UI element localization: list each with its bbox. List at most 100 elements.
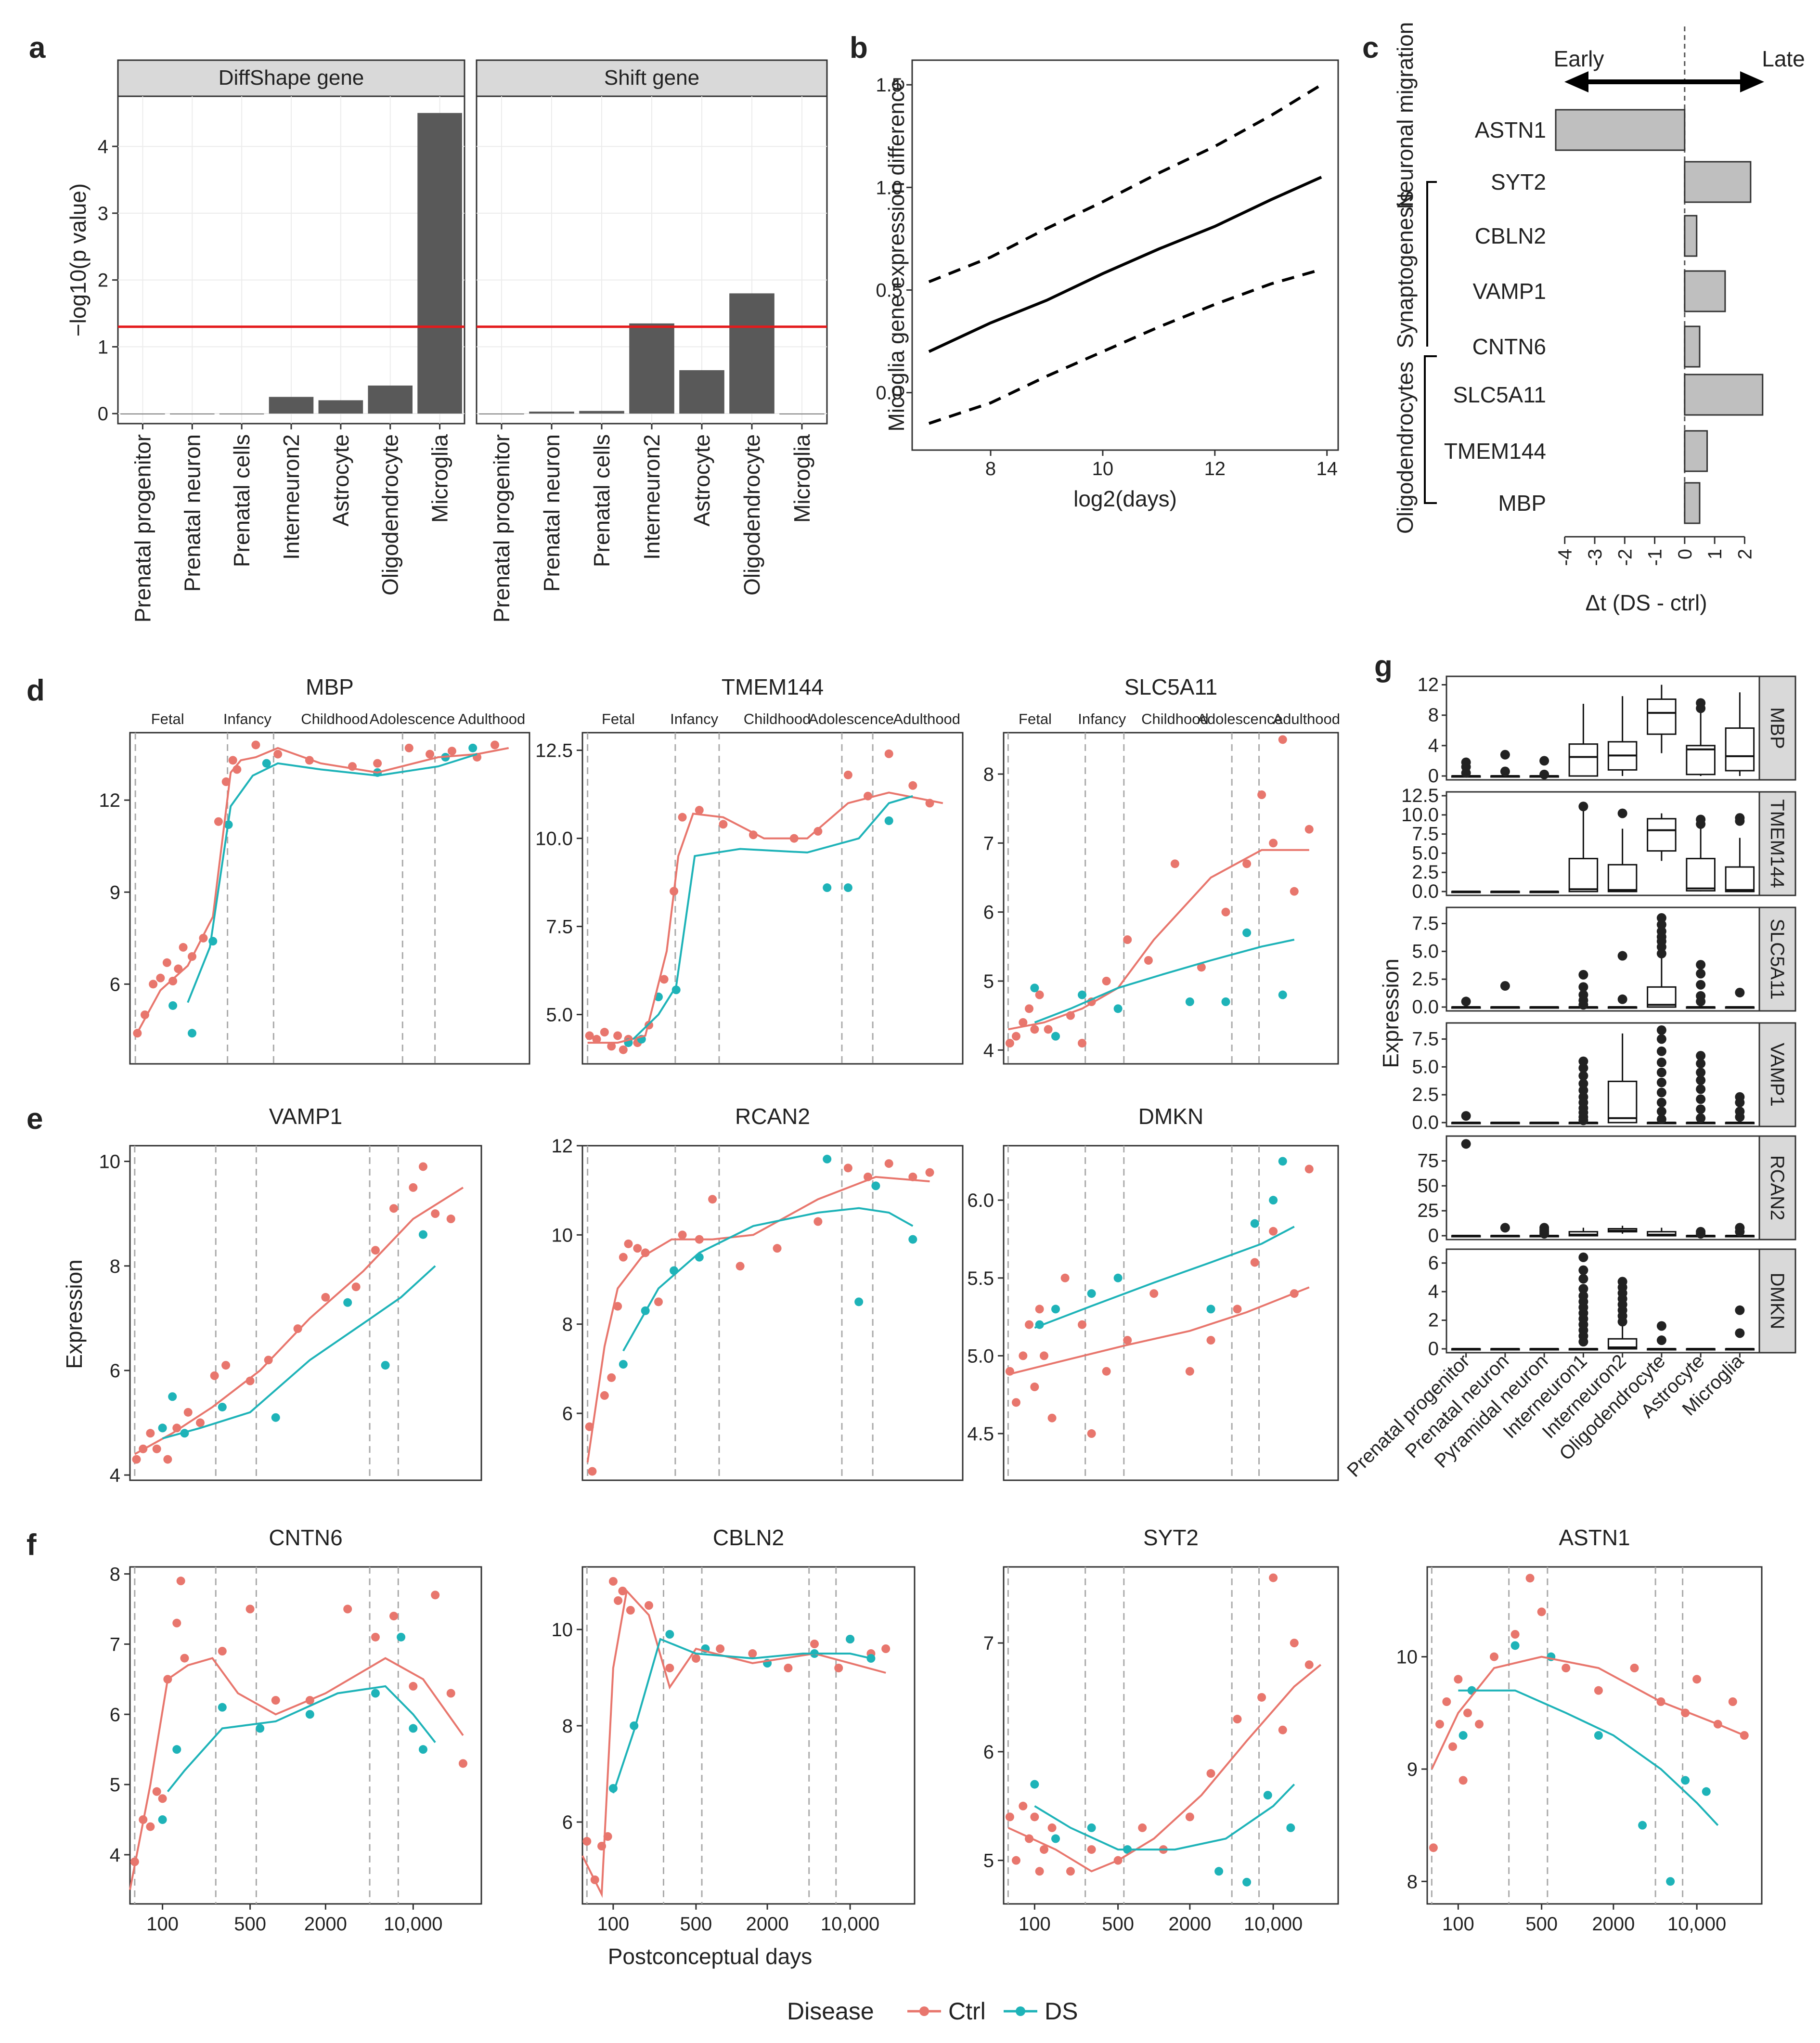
ctrl-point	[1019, 1018, 1028, 1027]
ctrl-point	[1066, 1867, 1075, 1876]
outlier	[1735, 987, 1745, 997]
y-tick-label: 5.0	[1412, 941, 1439, 962]
outlier	[1656, 926, 1666, 936]
ctrl-point	[1149, 1289, 1159, 1298]
ctrl-point	[613, 1031, 622, 1040]
stage-label: Infancy	[670, 711, 718, 727]
y-axis-label: Micoglia gene expression difference	[884, 78, 909, 431]
plot-panel	[581, 1145, 964, 1481]
ctrl-point	[773, 1244, 782, 1253]
outlier	[1539, 1223, 1549, 1233]
x-tick-label: 2000	[746, 1914, 789, 1935]
box	[1725, 727, 1755, 772]
ctrl-point	[1102, 1367, 1111, 1376]
ctrl-fit-line	[1008, 849, 1309, 1031]
ctrl-point	[293, 1324, 302, 1333]
y-tick-label: 4	[110, 1465, 120, 1486]
ctrl-point	[1030, 1383, 1039, 1392]
ctrl-point	[404, 743, 413, 752]
outlier	[1617, 808, 1627, 818]
ci-line	[928, 268, 1322, 425]
box	[1647, 698, 1677, 735]
y-tick-label: 8	[562, 1716, 573, 1737]
y-tick-label: 10	[99, 1151, 121, 1173]
ctrl-point	[1102, 977, 1111, 985]
outlier	[1735, 1092, 1745, 1102]
y-tick-label: 0	[1428, 1338, 1439, 1359]
group-label: Oligodendrocytes	[1393, 362, 1418, 534]
ds-point	[397, 1632, 406, 1642]
outlier	[1656, 1067, 1666, 1077]
ctrl-point	[1060, 1273, 1070, 1282]
ds-point	[665, 1630, 674, 1639]
y-tick-label: 7.5	[546, 917, 573, 938]
y-tick-label: 10	[1396, 1647, 1418, 1668]
ctrl-fit-line	[1007, 1286, 1310, 1376]
group-label: Synaptogenesis	[1393, 191, 1418, 348]
outlier	[1539, 769, 1549, 779]
gene-title: MBP	[306, 674, 354, 699]
outlier	[1656, 913, 1666, 923]
x-tick-label: 8	[985, 458, 996, 479]
ctrl-point	[665, 1664, 674, 1672]
ctrl-point	[633, 1244, 642, 1253]
ds-fit-line	[1458, 1689, 1719, 1826]
x-tick-label: 500	[1102, 1914, 1134, 1935]
y-tick-label: 0.0	[1412, 1112, 1439, 1133]
ctrl-point	[1035, 1305, 1044, 1314]
facet-rcan2: RCAN2 0 25 50 75	[1418, 1135, 1796, 1246]
gene-label: TMEM144	[1444, 439, 1546, 464]
ctrl-point	[490, 740, 500, 750]
x-tick-label: 2000	[304, 1914, 347, 1935]
facet-shift: Shift gene Prenatal progenitor Prenatal ne…	[476, 59, 828, 622]
y-tick-label: 6	[110, 1704, 120, 1725]
ds-fit-line	[187, 753, 478, 1003]
ctrl-point	[146, 1822, 155, 1831]
facet-strip	[1758, 1248, 1796, 1354]
ctrl-point	[678, 813, 687, 822]
ctrl-fit-line	[587, 791, 943, 1044]
gene-label: MBP	[1498, 491, 1546, 516]
ctrl-point	[141, 1010, 150, 1020]
ctrl-point	[343, 1604, 352, 1614]
ctrl-point	[1525, 1574, 1535, 1583]
panel-label: g	[1374, 650, 1393, 683]
ctrl-point	[1039, 1845, 1048, 1854]
panel-label: f	[26, 1528, 37, 1562]
ds-point	[1030, 1780, 1039, 1789]
ctrl-point	[1692, 1675, 1702, 1684]
ctrl-point	[1087, 1845, 1096, 1854]
ctrl-point	[1290, 887, 1299, 896]
y-tick-label: 4	[983, 1040, 994, 1061]
x-tick-label: Microglia	[789, 434, 814, 523]
box	[1686, 858, 1716, 892]
legend-title: Disease	[787, 1998, 874, 2025]
ctrl-point	[183, 1408, 193, 1417]
y-tick-label: 12	[1418, 674, 1439, 695]
ds-point	[158, 1423, 167, 1433]
ctrl-point	[1435, 1720, 1444, 1729]
ds-point	[871, 1181, 880, 1190]
gene-title: ASTN1	[1559, 1525, 1630, 1550]
outlier	[1617, 951, 1627, 961]
ds-point	[1594, 1731, 1603, 1740]
panel-label: c	[1362, 31, 1379, 65]
ds-point	[1221, 997, 1230, 1006]
outlier	[1656, 1046, 1666, 1056]
ctrl-point	[1233, 1305, 1242, 1314]
x-tick-label: 100	[1442, 1914, 1474, 1935]
x-tick-label: Prenatal progenitor	[130, 434, 155, 622]
outlier	[1696, 980, 1706, 990]
x-tick-label: Prenatal neuron	[180, 434, 205, 592]
y-tick-label: 7.5	[1412, 913, 1439, 934]
stage-label: Infancy	[223, 711, 271, 727]
gene-label: CNTN6	[1472, 334, 1546, 359]
ds-point	[218, 1402, 227, 1411]
ctrl-point	[614, 1596, 623, 1605]
outlier	[1696, 698, 1706, 708]
x-tick-label: 14	[1316, 458, 1338, 479]
x-axis-label: log2(days)	[1073, 486, 1177, 511]
ds-point	[381, 1361, 390, 1370]
ctrl-point	[884, 1159, 893, 1168]
ctrl-point	[146, 1429, 155, 1438]
